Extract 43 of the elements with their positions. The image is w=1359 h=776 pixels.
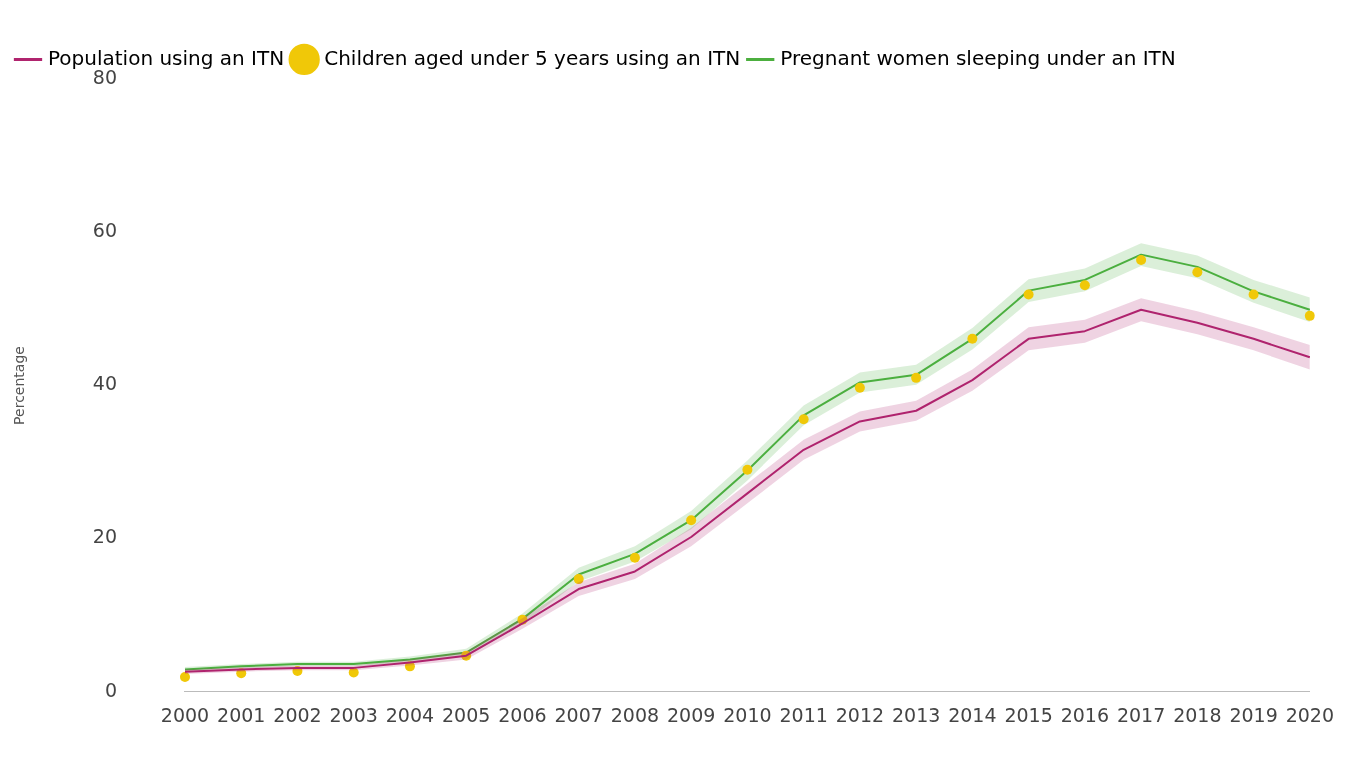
point bbox=[798, 414, 809, 425]
x-tick-label: 2003 bbox=[329, 703, 378, 726]
x-tick-label: 2017 bbox=[1116, 703, 1166, 726]
point bbox=[911, 372, 922, 383]
x-tick-label: 2000 bbox=[160, 703, 210, 726]
point bbox=[1304, 310, 1315, 321]
point bbox=[967, 333, 978, 344]
y-tick-label: 0 bbox=[104, 678, 117, 701]
x-tick-label: 2010 bbox=[723, 703, 772, 726]
point bbox=[1136, 255, 1147, 265]
x-tick-label: 2016 bbox=[1060, 703, 1110, 726]
y-tick-label: 60 bbox=[92, 219, 117, 242]
legend-label: Children aged under 5 years using an ITN bbox=[324, 45, 741, 70]
point bbox=[1079, 280, 1090, 291]
point bbox=[179, 672, 190, 683]
x-tick-label: 2019 bbox=[1229, 703, 1278, 726]
x-tick-label: 2012 bbox=[835, 703, 885, 726]
point bbox=[1023, 289, 1034, 300]
x-tick-label: 2020 bbox=[1285, 703, 1334, 726]
y-tick-label: 40 bbox=[92, 372, 117, 395]
point bbox=[1192, 267, 1203, 278]
x-tick-label: 2001 bbox=[217, 703, 266, 726]
point bbox=[629, 552, 640, 563]
x-tick-label: 2009 bbox=[666, 703, 716, 726]
point bbox=[1248, 289, 1259, 300]
x-tick-label: 2006 bbox=[498, 703, 547, 726]
x-tick-label: 2013 bbox=[891, 703, 941, 726]
x-tick-label: 2004 bbox=[385, 703, 435, 726]
x-tick-label: 2018 bbox=[1173, 703, 1222, 726]
x-tick-label: 2011 bbox=[779, 703, 828, 726]
point bbox=[854, 382, 865, 393]
point bbox=[742, 464, 753, 475]
y-tick-label: 20 bbox=[92, 525, 117, 548]
legend-label: Pregnant women sleeping under an ITN bbox=[780, 45, 1176, 70]
x-tick-label: 2014 bbox=[948, 703, 997, 726]
x-tick-label: 2007 bbox=[554, 703, 603, 726]
x-tick-label: 2005 bbox=[442, 703, 491, 726]
y-axis-title: Percentage bbox=[11, 346, 28, 425]
point bbox=[573, 574, 584, 585]
x-tick-label: 2002 bbox=[273, 703, 322, 726]
point bbox=[686, 515, 697, 526]
x-tick-label: 2008 bbox=[610, 703, 660, 726]
x-tick-label: 2015 bbox=[1004, 703, 1053, 726]
